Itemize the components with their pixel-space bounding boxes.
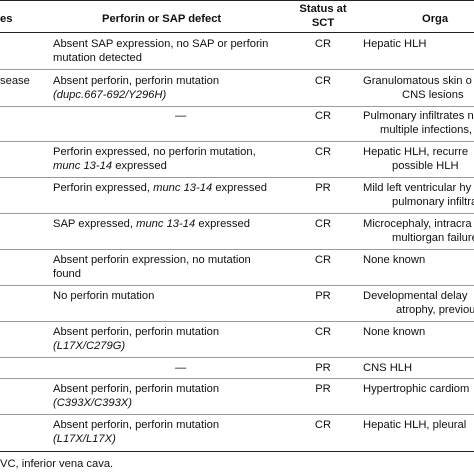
row-9-organ-line-1: None known <box>363 326 426 338</box>
row-2-defect-line-2: (dupc.667-692/Y296H) <box>53 89 166 103</box>
row-4-defect-line-1: Perforin expressed, no perforin mutation… <box>53 146 256 158</box>
row-divider <box>0 141 474 142</box>
row-divider <box>0 285 474 286</box>
row-5-organ-line-2: pulmonary infiltrate <box>392 196 474 208</box>
row-divider <box>0 177 474 178</box>
row-11-defect-line-2: (C393X/C393X) <box>53 397 132 411</box>
row-5-defect-line-1: Perforin expressed, munc 13-14 expressed <box>53 182 267 194</box>
row-2-status: CR <box>314 75 332 87</box>
row-6-organ-line-1: Microcephaly, intracra <box>363 218 472 230</box>
row-4-organ-line-2: possible HLH <box>392 160 459 172</box>
row-10-status: PR <box>315 362 331 374</box>
row-12-organ-line-1: Hepatic HLH, pleural <box>363 419 467 431</box>
row-5-status: PR <box>315 182 331 194</box>
row-divider <box>0 357 474 358</box>
row-7-defect-line-2: found <box>53 268 81 280</box>
header-organ: Orga <box>422 13 449 25</box>
row-11-defect-line-1: Absent perforin, perforin mutation <box>53 383 220 395</box>
row-12-status: CR <box>314 419 332 431</box>
row-8-organ-line-1: Developmental delay <box>363 290 468 302</box>
row-1-status: CR <box>314 38 332 50</box>
row-7-status: CR <box>314 254 332 266</box>
row-4-organ-line-1: Hepatic HLH, recurre <box>363 146 469 158</box>
row-divider <box>0 69 474 70</box>
row-12-defect-line-1: Absent perforin, perforin mutation <box>53 419 220 431</box>
row-6-status: CR <box>314 218 332 230</box>
row-2-organ-line-2: CNS lesions <box>402 89 464 101</box>
row-3-organ-line-1: Pulmonary infiltrates n <box>363 110 474 122</box>
row-1-defect-line-1: Absent SAP expression, no SAP or perfori… <box>53 38 269 50</box>
row-3-defect: — <box>175 110 187 122</box>
row-4-status: CR <box>314 146 332 158</box>
row-7-defect-line-1: Absent perforin expression, no mutation <box>53 254 251 266</box>
row-5-organ-line-1: Mild left ventricular hy <box>363 182 472 194</box>
row-12-mutation: (L17X/L17X) <box>53 433 116 445</box>
table-bottom-rule <box>0 451 474 452</box>
row-9-defect-line-1: Absent perforin, perforin mutation <box>53 326 220 338</box>
header-status-line-2: SCT <box>311 17 335 29</box>
header-status-line-1: Status at <box>299 3 347 15</box>
row-6-organ-line-2: multiorgan failure re <box>392 232 474 244</box>
gene-name-italic: munc 13-14 <box>153 182 213 194</box>
table-top-rule <box>0 0 474 1</box>
row-4-munc: munc 13-14 expressed <box>53 160 167 172</box>
row-1-defect-line-2: mutation detected <box>53 52 142 64</box>
header-bottom-rule <box>0 32 474 33</box>
row-11-status: PR <box>315 383 331 395</box>
gene-name-italic: munc 13-14 <box>53 160 113 172</box>
row-8-defect-line-1: No perforin mutation <box>53 290 155 302</box>
row-divider <box>0 378 474 379</box>
row-3-organ-line-2: multiple infections, <box>380 124 473 136</box>
row-3-status: CR <box>314 110 332 122</box>
row-4-defect-line-2: munc 13-14 expressed <box>53 160 167 174</box>
row-11-organ-line-1: Hypertrophic cardiom <box>363 383 470 395</box>
row-10-organ-line-1: CNS HLH <box>363 362 413 374</box>
row-8-organ-line-2: atrophy, previous S <box>396 304 474 316</box>
row-2-defect-line-1: Absent perforin, perforin mutation <box>53 75 220 87</box>
row-divider <box>0 106 474 107</box>
row-9-defect-line-2: (L17X/C279G) <box>53 340 125 354</box>
table-footnote: VC, inferior vena cava. <box>0 458 114 470</box>
row-9-status: CR <box>314 326 332 338</box>
row-1-organ-line-1: Hepatic HLH <box>363 38 427 50</box>
row-7-organ-line-1: None known <box>363 254 426 266</box>
row-divider <box>0 321 474 322</box>
row-11-mutation: (C393X/C393X) <box>53 397 132 409</box>
row-divider <box>0 213 474 214</box>
row-9-mutation: (L17X/C279G) <box>53 340 126 352</box>
row-divider <box>0 414 474 415</box>
header-perforin-sap-defect: Perforin or SAP defect <box>102 13 222 25</box>
gene-name-italic: munc 13-14 <box>136 218 196 230</box>
row-8-status: PR <box>315 290 331 302</box>
row-divider <box>0 249 474 250</box>
row-2-col-1: sease <box>0 75 30 87</box>
row-2-mutation: (dupc.667-692/Y296H) <box>53 89 167 101</box>
row-10-defect: — <box>175 362 187 374</box>
row-6-defect-line-1: SAP expressed, munc 13-14 expressed <box>53 218 250 230</box>
header-col-1: es <box>0 13 13 25</box>
row-12-defect-line-2: (L17X/L17X) <box>53 433 116 447</box>
row-2-organ-line-1: Granulomatous skin o <box>363 75 472 87</box>
